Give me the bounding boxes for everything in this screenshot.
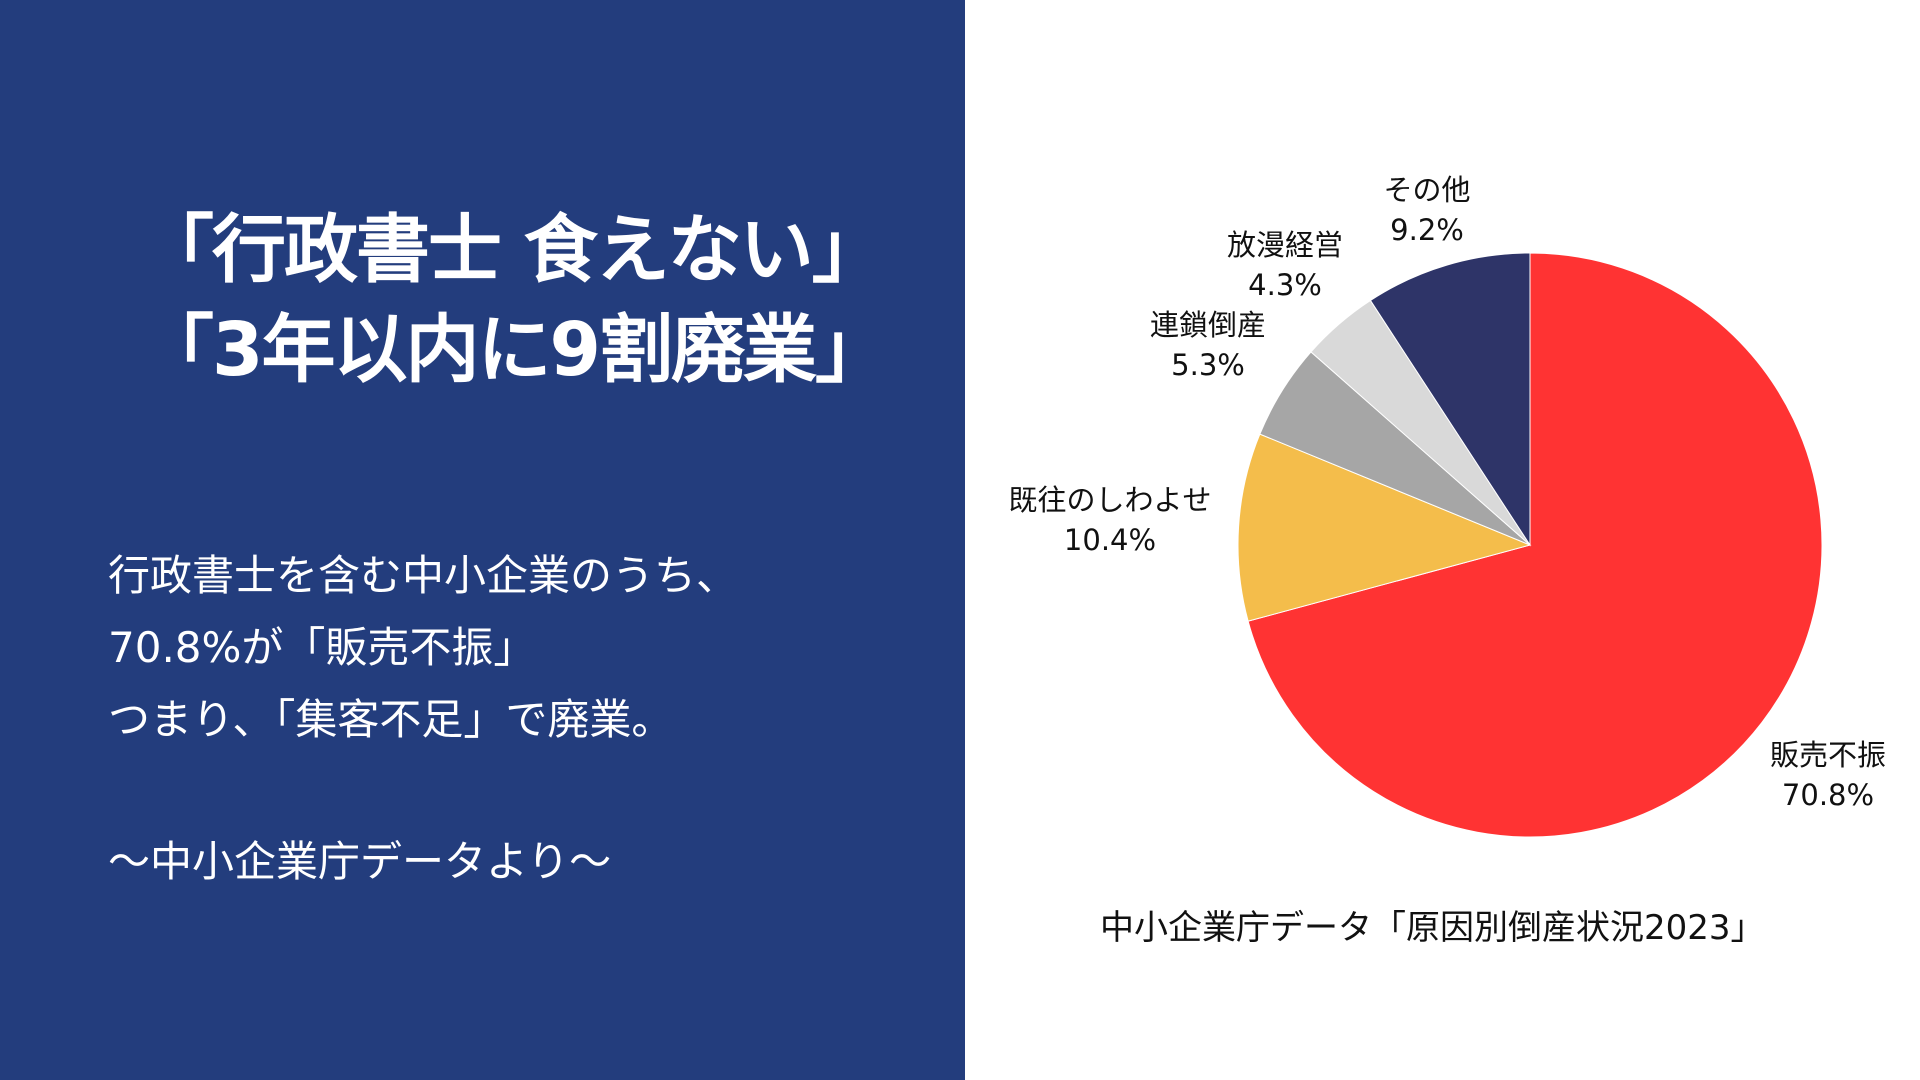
left-panel: 「行政書士 食えない」 「3年以内に9割廃業」 行政書士を含む中小企業のうち、 … [0, 0, 965, 1080]
pie-chart [1237, 252, 1823, 838]
body-spacer [108, 756, 738, 826]
pie-label-3: 放漫経営 4.3% [1227, 225, 1343, 305]
pie-label-name: 販売不振 [1769, 738, 1887, 772]
pie-label-value: 10.4% [1063, 523, 1157, 557]
pie-label-value: 5.3% [1171, 348, 1245, 382]
pie-label-name: 連鎖倒産 [1149, 308, 1267, 342]
pie-label-4: その他 9.2% [1383, 170, 1470, 250]
pie-slice-1 [1237, 433, 1532, 622]
chart-caption: 中小企業庁データ「原因別倒産状況2023」 [1100, 908, 1765, 948]
pie-slice-0 [1247, 252, 1823, 838]
pie-label-2: 連鎖倒産 5.3% [1150, 305, 1266, 385]
chart-panel: 販売不振 70.8% 既往のしわよせ 10.4% 連鎖倒産 5.3% 放漫経営 4.3% その他… [965, 0, 1920, 1080]
body-line-1: 行政書士を含む中小企業のうち、 [108, 551, 739, 600]
pie-label-1: 既往のしわよせ 10.4% [1008, 480, 1211, 560]
pie-label-name: その他 [1383, 173, 1471, 207]
pie-label-0: 販売不振 70.8% [1770, 735, 1886, 815]
pie-label-value: 4.3% [1248, 268, 1322, 302]
pie-slice-4 [1369, 252, 1531, 547]
pie-label-value: 70.8% [1781, 778, 1875, 812]
pie-label-name: 放漫経営 [1226, 228, 1344, 262]
headline-line-1: 「行政書士 食えない」 [140, 207, 886, 293]
body-text: 行政書士を含む中小企業のうち、 70.8%が「販売不振」 つまり、「集客不足」で… [108, 540, 738, 898]
headline-line-2: 「3年以内に9割廃業」 [140, 307, 889, 393]
pie-label-value: 9.2% [1390, 213, 1464, 247]
body-source: 〜中小企業庁データより〜 [108, 837, 612, 886]
headline: 「行政書士 食えない」 「3年以内に9割廃業」 [140, 200, 960, 400]
body-line-3: つまり、「集客不足」で廃業。 [108, 695, 674, 744]
pie-label-name: 既往のしわよせ [1008, 483, 1212, 517]
body-line-2: 70.8%が「販売不振」 [108, 623, 536, 672]
